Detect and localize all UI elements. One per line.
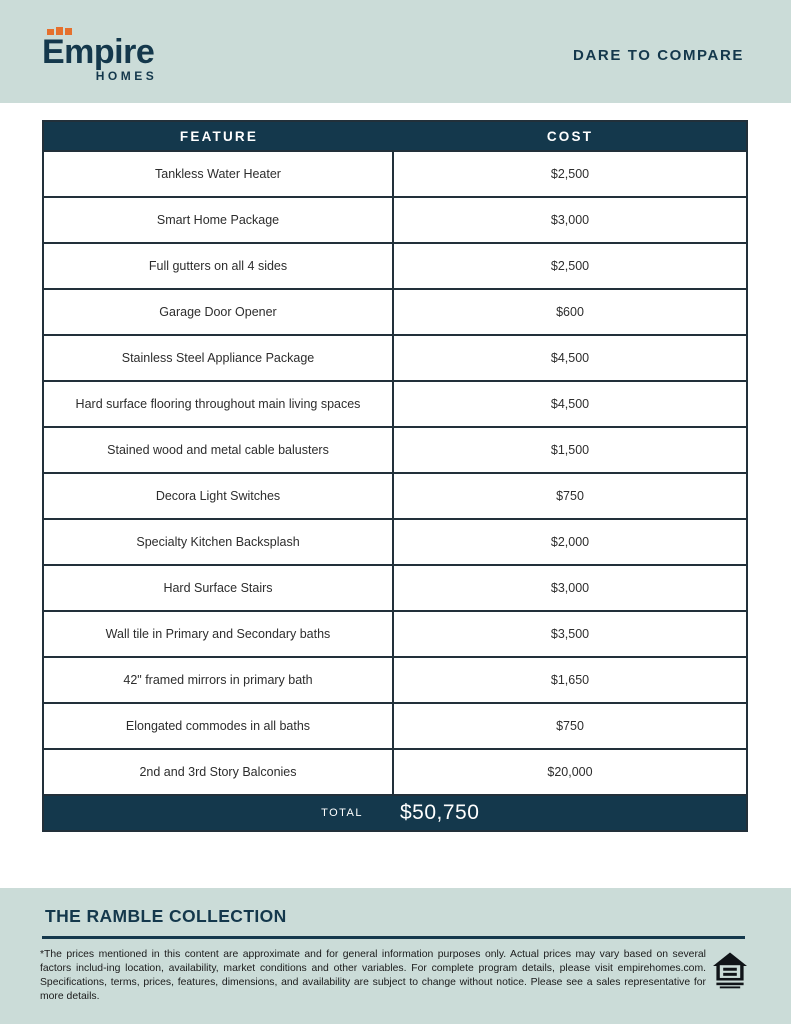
feature-cell: Specialty Kitchen Backsplash [44,520,394,564]
table-body: Tankless Water Heater $2,500 Smart Home … [44,150,746,794]
cost-cell: $2,000 [550,535,590,549]
cost-cell: $2,500 [550,167,590,181]
cost-column-header: COST [546,128,594,144]
logo-blocks-icon [47,27,154,35]
table-row: Hard Surface Stairs $3,000 [44,564,746,610]
cost-cell: $3,000 [550,213,590,227]
feature-cell: Hard surface flooring throughout main li… [44,382,394,426]
feature-cell: Stained wood and metal cable balusters [44,428,394,472]
footer-divider [42,936,745,939]
table-row: Garage Door Opener $600 [44,288,746,334]
total-label: TOTAL [321,807,363,819]
empire-homes-logo: Empire HOMES [42,27,155,83]
total-row: TOTAL $50,750 [44,794,746,830]
footer-band: THE RAMBLE COLLECTION *The prices mentio… [0,888,791,1024]
cost-cell: $3,500 [550,627,590,641]
logo-wordmark: Empire [42,33,155,71]
total-value: $50,750 [400,801,480,824]
cost-cell: $20,000 [547,765,593,779]
equal-housing-opportunity-icon [713,952,747,989]
cost-comparison-table: FEATURE COST Tankless Water Heater $2,50… [42,120,748,832]
feature-cell: Garage Door Opener [44,290,394,334]
table-row: Tankless Water Heater $2,500 [44,150,746,196]
logo-sub-wordmark: HOMES [95,69,158,84]
feature-cell: Stainless Steel Appliance Package [44,336,394,380]
table-row: Decora Light Switches $750 [44,472,746,518]
cost-cell: $750 [556,719,584,733]
disclaimer-text: *The prices mentioned in this content ar… [40,949,706,1002]
feature-cell: Tankless Water Heater [44,152,394,196]
feature-cell: 42" framed mirrors in primary bath [44,658,394,702]
table-row: Stainless Steel Appliance Package $4,500 [44,334,746,380]
table-header-row: FEATURE COST [44,122,746,150]
cost-cell: $2,500 [550,259,590,273]
table-row: Specialty Kitchen Backsplash $2,000 [44,518,746,564]
collection-title: THE RAMBLE COLLECTION [45,906,287,926]
feature-column-header: FEATURE [179,128,259,144]
feature-cell: Full gutters on all 4 sides [44,244,394,288]
table-row: Hard surface flooring throughout main li… [44,380,746,426]
feature-cell: Smart Home Package [44,198,394,242]
cost-cell: $750 [556,489,584,503]
table-row: 2nd and 3rd Story Balconies $20,000 [44,748,746,794]
table-row: Elongated commodes in all baths $750 [44,702,746,748]
page-tagline: DARE TO COMPARE [573,47,744,64]
feature-cell: Elongated commodes in all baths [44,704,394,748]
table-row: 42" framed mirrors in primary bath $1,65… [44,656,746,702]
header-band: Empire HOMES DARE TO COMPARE [0,0,791,103]
feature-cell: Hard Surface Stairs [44,566,394,610]
table-row: Full gutters on all 4 sides $2,500 [44,242,746,288]
table-row: Stained wood and metal cable balusters $… [44,426,746,472]
cost-cell: $1,500 [550,443,590,457]
cost-cell: $4,500 [550,397,590,411]
cost-cell: $1,650 [550,673,590,687]
feature-cell: Decora Light Switches [44,474,394,518]
table-row: Wall tile in Primary and Secondary baths… [44,610,746,656]
cost-cell: $4,500 [550,351,590,365]
cost-cell: $3,000 [550,581,590,595]
feature-cell: Wall tile in Primary and Secondary baths [44,612,394,656]
feature-cell: 2nd and 3rd Story Balconies [44,750,394,794]
cost-cell: $600 [556,305,584,319]
table-row: Smart Home Package $3,000 [44,196,746,242]
